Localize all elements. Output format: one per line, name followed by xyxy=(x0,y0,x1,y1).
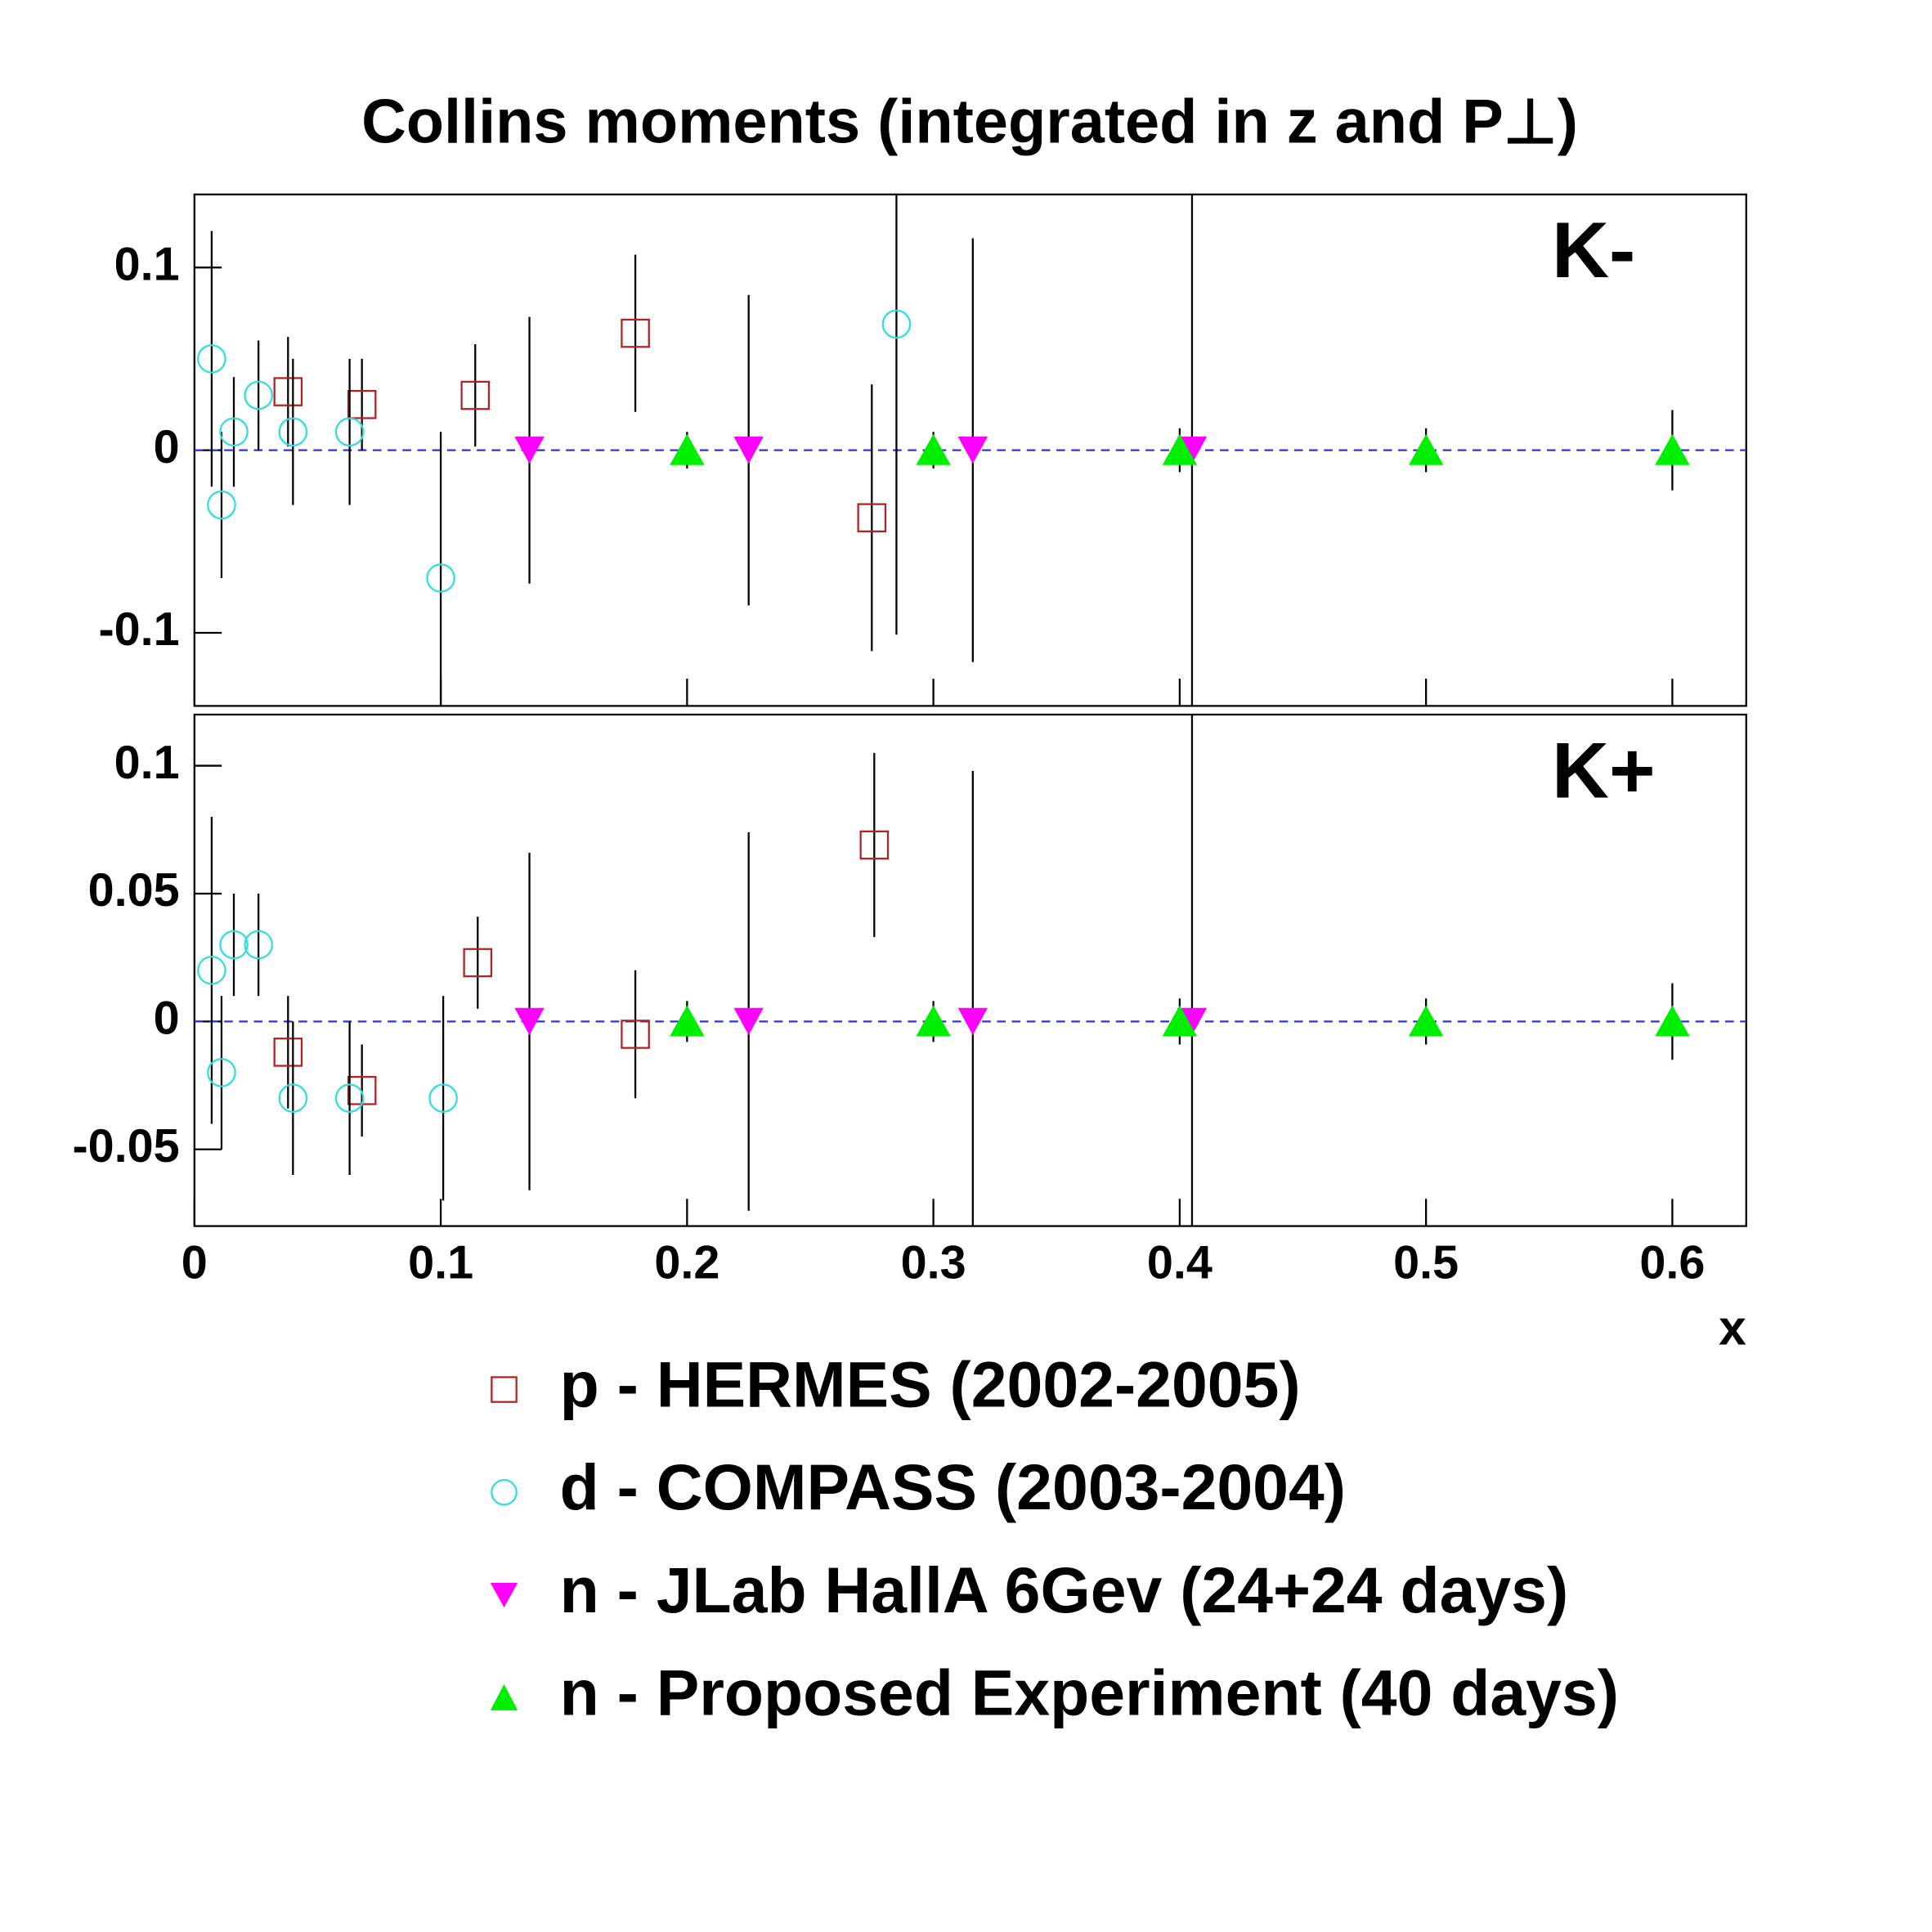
marker-triangle-up xyxy=(670,433,705,465)
x-tick-label: 0.2 xyxy=(654,1236,719,1289)
marker-circle xyxy=(428,1083,458,1113)
panel-label: K+ xyxy=(1552,725,1656,814)
marker-square xyxy=(621,1020,650,1049)
marker-circle xyxy=(207,1058,236,1087)
marker-triangle-down xyxy=(733,1007,764,1036)
y-tick-label: 0.1 xyxy=(114,238,180,290)
marker-square xyxy=(857,503,887,533)
marker-circle xyxy=(244,930,273,960)
legend-marker xyxy=(491,1478,518,1506)
marker-circle xyxy=(219,417,249,447)
marker-circle xyxy=(278,417,308,447)
x-tick-label: 0.3 xyxy=(901,1236,966,1289)
marker-triangle-up xyxy=(1655,433,1690,465)
marker-triangle-up xyxy=(1162,433,1198,465)
legend-label: n - Proposed Experiment (40 days) xyxy=(560,1657,1619,1729)
chart-title: Collins moments (integrated in z and P⊥) xyxy=(361,87,1578,157)
marker-triangle-up xyxy=(1162,1005,1198,1037)
marker-triangle-up xyxy=(916,433,951,465)
x-tick-label: 0 xyxy=(182,1236,208,1289)
marker-triangle-up xyxy=(1655,1005,1690,1037)
marker-circle xyxy=(219,930,249,960)
marker-circle xyxy=(244,380,273,410)
legend-label: d - COMPASS (2003-2004) xyxy=(560,1451,1346,1523)
marker-circle xyxy=(197,956,226,985)
y-tick-label: 0 xyxy=(154,993,180,1045)
marker-circle xyxy=(207,490,236,520)
marker-square xyxy=(460,380,491,410)
marker-square xyxy=(859,830,890,860)
x-tick-label: 0.5 xyxy=(1393,1236,1459,1289)
marker-triangle-down xyxy=(957,1007,988,1036)
y-tick-label: 0.1 xyxy=(114,737,180,789)
marker-triangle-up xyxy=(1408,1005,1444,1037)
marker-circle xyxy=(334,1083,365,1113)
x-tick-label: 0.6 xyxy=(1639,1236,1705,1289)
marker-square xyxy=(273,1038,303,1067)
legend-marker xyxy=(490,1684,518,1710)
legend-marker xyxy=(491,1376,518,1403)
marker-square xyxy=(347,389,377,419)
x-tick-label: 0.1 xyxy=(408,1236,473,1289)
y-tick-label: -0.05 xyxy=(72,1120,179,1172)
marker-square xyxy=(463,948,493,978)
panel-label: K- xyxy=(1552,205,1635,294)
legend-label: n - JLab HallA 6Gev (24+24 days) xyxy=(560,1554,1569,1626)
plot-frame xyxy=(193,713,1747,1227)
marker-triangle-up xyxy=(670,1005,705,1037)
legend-marker xyxy=(490,1582,518,1608)
marker-triangle-up xyxy=(1408,433,1444,465)
marker-triangle-down xyxy=(733,436,764,464)
marker-square xyxy=(621,318,650,348)
marker-circle xyxy=(278,1083,308,1113)
legend-label: p - HERMES (2002-2005) xyxy=(560,1348,1301,1420)
marker-circle xyxy=(426,563,455,593)
marker-circle xyxy=(197,344,226,374)
y-tick-label: -0.1 xyxy=(98,603,179,656)
marker-square xyxy=(273,377,303,406)
marker-triangle-down xyxy=(957,436,988,464)
x-tick-label: 0.4 xyxy=(1147,1236,1213,1289)
marker-triangle-down xyxy=(514,436,545,464)
y-tick-label: 0.05 xyxy=(88,864,180,917)
marker-circle xyxy=(334,417,365,447)
marker-circle xyxy=(881,309,912,339)
marker-triangle-down xyxy=(514,1007,545,1036)
y-tick-label: 0 xyxy=(154,421,180,473)
marker-triangle-up xyxy=(916,1005,951,1037)
x-axis-label: x xyxy=(1719,1299,1746,1355)
